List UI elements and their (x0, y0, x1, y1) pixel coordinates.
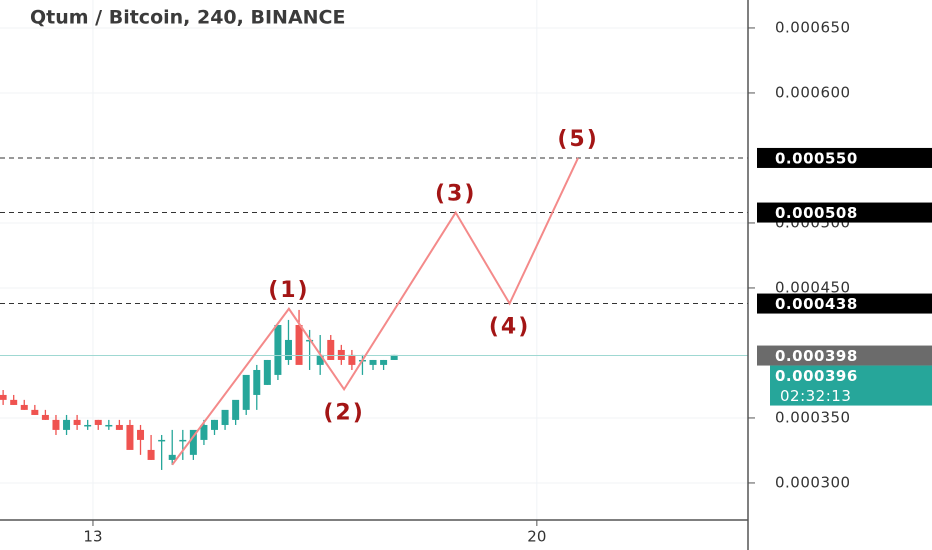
y-tick-label: 0.000450 (775, 278, 851, 296)
price-line-tag (757, 293, 932, 314)
candle-body (126, 424, 134, 450)
candle-body (200, 424, 208, 440)
candle-body (52, 419, 60, 430)
candle-body (147, 449, 155, 460)
price-line-tag (757, 202, 932, 223)
candle-body (232, 399, 240, 420)
grid (0, 0, 748, 520)
y-tick-label: 0.000300 (775, 473, 851, 491)
candle-body (327, 339, 335, 360)
last-price-label: 0.000396 (775, 367, 858, 385)
candle-body (263, 359, 271, 385)
candle-body (253, 369, 261, 395)
candle-body (63, 419, 71, 430)
candle-body (274, 325, 282, 375)
chart-title: Qtum / Bitcoin, 240, BINANCE (30, 7, 345, 29)
last-line-label: 0.000398 (775, 347, 858, 365)
candle-body (284, 339, 292, 360)
candle-body (137, 429, 145, 440)
price-line-label: 0.000550 (775, 149, 858, 167)
axes: 0.0003000.0003500.0004500.0005000.000600… (83, 18, 932, 546)
candle-body (158, 439, 166, 442)
candle-body (84, 424, 92, 427)
plot: (1) (2) (3) (4) (5) (0, 127, 748, 470)
y-tick-label: 0.000650 (775, 18, 851, 36)
candle-body (337, 349, 345, 360)
candle-body (295, 325, 303, 365)
candle-body (369, 359, 377, 365)
candle-body (189, 429, 197, 455)
candle-body (221, 409, 229, 425)
candle-body (242, 374, 250, 410)
candle-body (380, 359, 388, 365)
candle-body (211, 419, 219, 430)
wave-label: (1) (268, 278, 309, 303)
price-line-tag (757, 147, 932, 168)
candle-body (20, 404, 28, 410)
candle-body (94, 419, 102, 425)
candle-body (316, 354, 324, 365)
candle-body (73, 419, 81, 425)
x-tick-label: 20 (527, 528, 546, 546)
y-tick-label: 0.000350 (775, 408, 851, 426)
candle-body (41, 414, 49, 420)
candle-body (390, 354, 398, 360)
wave-label: (4) (489, 315, 530, 340)
price-line-label: 0.000508 (775, 204, 858, 222)
wave-label: (3) (435, 182, 476, 207)
wave-label: (5) (557, 127, 598, 152)
candle-body (348, 354, 356, 365)
x-tick-label: 13 (83, 528, 102, 546)
candle-body (31, 409, 39, 415)
y-tick-label: 0.000600 (775, 83, 851, 101)
wave-label: (2) (323, 400, 364, 425)
wave-line (171, 157, 579, 466)
last-line-tag (757, 345, 932, 366)
last-price-tag (770, 365, 932, 406)
candle-body (179, 439, 187, 442)
price-line-label: 0.000438 (775, 295, 858, 313)
candle-body (168, 454, 176, 460)
countdown: 02:32:13 (780, 387, 851, 405)
candle-body (115, 424, 123, 430)
candle-body (10, 399, 18, 405)
candle-body (105, 424, 113, 427)
candle-body (0, 394, 7, 400)
